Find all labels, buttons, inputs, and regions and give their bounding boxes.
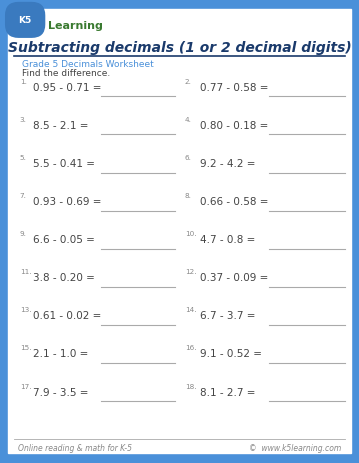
Text: 16.: 16. [185,345,196,350]
Text: 0.37 - 0.09 =: 0.37 - 0.09 = [200,273,269,283]
Text: ©  www.k5learning.com: © www.k5learning.com [249,443,341,452]
Text: 11.: 11. [20,269,31,275]
Text: 5.: 5. [20,155,27,161]
Text: 9.: 9. [20,231,27,237]
Text: 0.80 - 0.18 =: 0.80 - 0.18 = [200,121,269,131]
Text: Grade 5 Decimals Worksheet: Grade 5 Decimals Worksheet [22,60,153,69]
Text: 5.5 - 0.41 =: 5.5 - 0.41 = [33,159,95,169]
Text: 6.7 - 3.7 =: 6.7 - 3.7 = [200,311,256,321]
Text: Find the difference.: Find the difference. [22,69,110,78]
Text: 8.1 - 2.7 =: 8.1 - 2.7 = [200,387,256,397]
Text: 17.: 17. [20,383,31,388]
Text: 18.: 18. [185,383,196,388]
Text: Learning: Learning [48,21,103,31]
Text: 6.6 - 0.05 =: 6.6 - 0.05 = [33,235,95,245]
Text: 7.9 - 3.5 =: 7.9 - 3.5 = [33,387,89,397]
Text: 0.66 - 0.58 =: 0.66 - 0.58 = [200,197,269,207]
Text: Subtracting decimals (1 or 2 decimal digits): Subtracting decimals (1 or 2 decimal dig… [8,41,351,55]
Text: 7.: 7. [20,193,27,199]
Text: 14.: 14. [185,307,196,313]
Text: 12.: 12. [185,269,196,275]
Text: 0.93 - 0.69 =: 0.93 - 0.69 = [33,197,102,207]
Text: 6.: 6. [185,155,192,161]
Text: 3.: 3. [20,117,27,123]
Text: K5: K5 [19,16,32,25]
Text: 8.5 - 2.1 =: 8.5 - 2.1 = [33,121,89,131]
Text: 0.77 - 0.58 =: 0.77 - 0.58 = [200,83,269,93]
Text: 3.8 - 0.20 =: 3.8 - 0.20 = [33,273,95,283]
Text: 9.1 - 0.52 =: 9.1 - 0.52 = [200,349,262,359]
Text: 1.: 1. [20,79,27,85]
Text: 8.: 8. [185,193,192,199]
Text: 9.2 - 4.2 =: 9.2 - 4.2 = [200,159,256,169]
Text: 13.: 13. [20,307,31,313]
Text: 0.95 - 0.71 =: 0.95 - 0.71 = [33,83,102,93]
Text: Online reading & math for K-5: Online reading & math for K-5 [18,443,132,452]
Text: 0.61 - 0.02 =: 0.61 - 0.02 = [33,311,102,321]
Text: 15.: 15. [20,345,31,350]
Text: 2.1 - 1.0 =: 2.1 - 1.0 = [33,349,89,359]
Text: 4.: 4. [185,117,192,123]
Text: 2.: 2. [185,79,192,85]
Text: 10.: 10. [185,231,196,237]
Text: 4.7 - 0.8 =: 4.7 - 0.8 = [200,235,256,245]
